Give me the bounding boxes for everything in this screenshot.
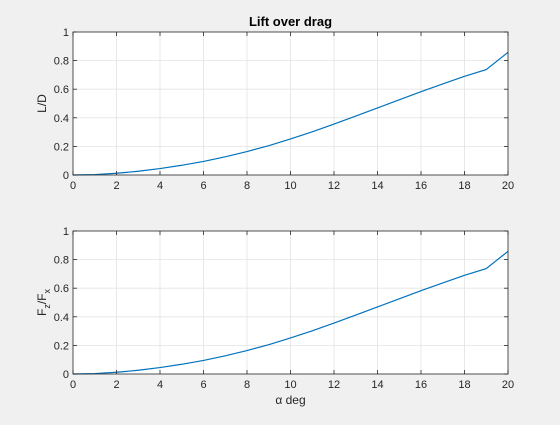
- y-label-sub-2: x: [42, 288, 52, 293]
- x-tick-label: 14: [371, 180, 383, 192]
- y-tick-label: 0.4: [54, 312, 69, 324]
- y-tick-label: 0.8: [54, 56, 69, 68]
- y-label-main-2: /F: [35, 293, 49, 304]
- y-tick-label: 0.2: [54, 141, 69, 153]
- ticks-bottom: [72, 230, 509, 375]
- y-label-sub-1: z: [42, 304, 52, 309]
- y-tick-label: 0.6: [54, 283, 69, 295]
- y-tick-labels-top: 0 0.2 0.4 0.6 0.8 1: [54, 27, 69, 182]
- y-tick-label: 1: [63, 27, 69, 39]
- x-tick-label: 10: [284, 180, 296, 192]
- axes-top: 0 2 4 6 8 10 12 14 16 18 20 0 0.2 0.4 0.6 0.8 1 Lift ov…: [35, 14, 514, 192]
- x-tick-label: 12: [328, 379, 340, 391]
- grid-bottom: [73, 231, 508, 374]
- x-tick-label: 8: [244, 379, 250, 391]
- grid-top: [73, 32, 508, 175]
- x-tick-label: 4: [157, 379, 163, 391]
- y-label-main-1: F: [35, 309, 49, 316]
- y-tick-label: 0.8: [54, 255, 69, 267]
- y-tick-label: 1: [63, 226, 69, 238]
- y-axis-label-bottom: Fz/Fx: [35, 288, 52, 316]
- y-axis-label-top: L/D: [35, 94, 49, 113]
- x-tick-labels-bottom: 0 2 4 6 8 10 12 14 16 18 20: [70, 379, 514, 391]
- y-tick-label: 0.2: [54, 340, 69, 352]
- y-tick-label: 0.4: [54, 113, 69, 125]
- x-tick-label: 16: [415, 379, 427, 391]
- x-tick-label: 18: [458, 180, 470, 192]
- x-tick-label: 20: [502, 180, 514, 192]
- x-axis-label-bottom: α deg: [275, 393, 305, 407]
- x-tick-label: 8: [244, 180, 250, 192]
- series-line-top: [72, 51, 509, 176]
- x-tick-label: 12: [328, 180, 340, 192]
- x-tick-label: 0: [70, 379, 76, 391]
- x-tick-label: 2: [113, 379, 119, 391]
- x-tick-label: 0: [70, 180, 76, 192]
- x-tick-label: 6: [200, 379, 206, 391]
- x-tick-label: 10: [284, 379, 296, 391]
- y-tick-labels-bottom: 0 0.2 0.4 0.6 0.8 1: [54, 226, 69, 381]
- y-tick-label: 0: [63, 170, 69, 182]
- x-tick-label: 6: [200, 180, 206, 192]
- x-tick-labels-top: 0 2 4 6 8 10 12 14 16 18 20: [70, 180, 514, 192]
- x-tick-label: 20: [502, 379, 514, 391]
- chart-title: Lift over drag: [249, 14, 332, 29]
- x-tick-label: 16: [415, 180, 427, 192]
- x-tick-label: 18: [458, 379, 470, 391]
- x-tick-label: 14: [371, 379, 383, 391]
- y-tick-label: 0.6: [54, 84, 69, 96]
- ticks-top: [72, 31, 509, 176]
- x-tick-label: 4: [157, 180, 163, 192]
- x-tick-label: 2: [113, 180, 119, 192]
- y-tick-label: 0: [63, 369, 69, 381]
- axes-bottom: 0 2 4 6 8 10 12 14 16 18 20 0 0.2 0.4 0.6 0.8 1 α deg F…: [35, 226, 514, 407]
- series-line-bottom: [72, 250, 509, 375]
